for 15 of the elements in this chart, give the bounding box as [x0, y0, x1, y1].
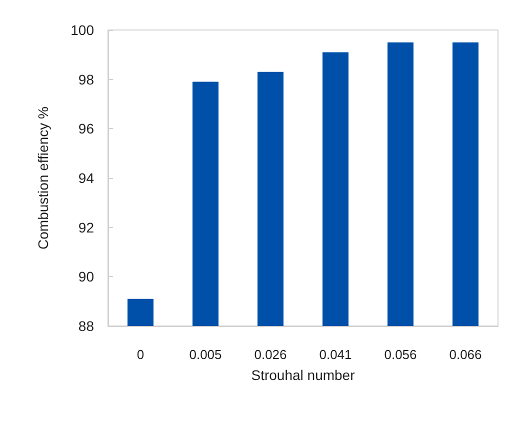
- y-tick-label: 88: [78, 318, 94, 334]
- x-tick-label: 0: [136, 347, 144, 362]
- y-tick-label: 96: [78, 120, 94, 137]
- x-tick-label: 0.066: [449, 347, 482, 362]
- y-tick-label: 98: [78, 71, 94, 88]
- x-tick-label: 0.056: [384, 347, 417, 362]
- x-tick-label: 0.005: [189, 347, 222, 362]
- x-tick-label: 0.041: [319, 347, 352, 362]
- y-tick-label: 100: [70, 22, 94, 38]
- x-tick-label: 0.026: [254, 347, 287, 362]
- y-axis-title: Combustion effiency %: [35, 106, 51, 250]
- y-tick-label: 94: [78, 170, 94, 186]
- x-axis-title: Strouhal number: [251, 367, 356, 383]
- y-tick-label: 92: [78, 219, 94, 236]
- y-tick-label: 90: [78, 268, 94, 285]
